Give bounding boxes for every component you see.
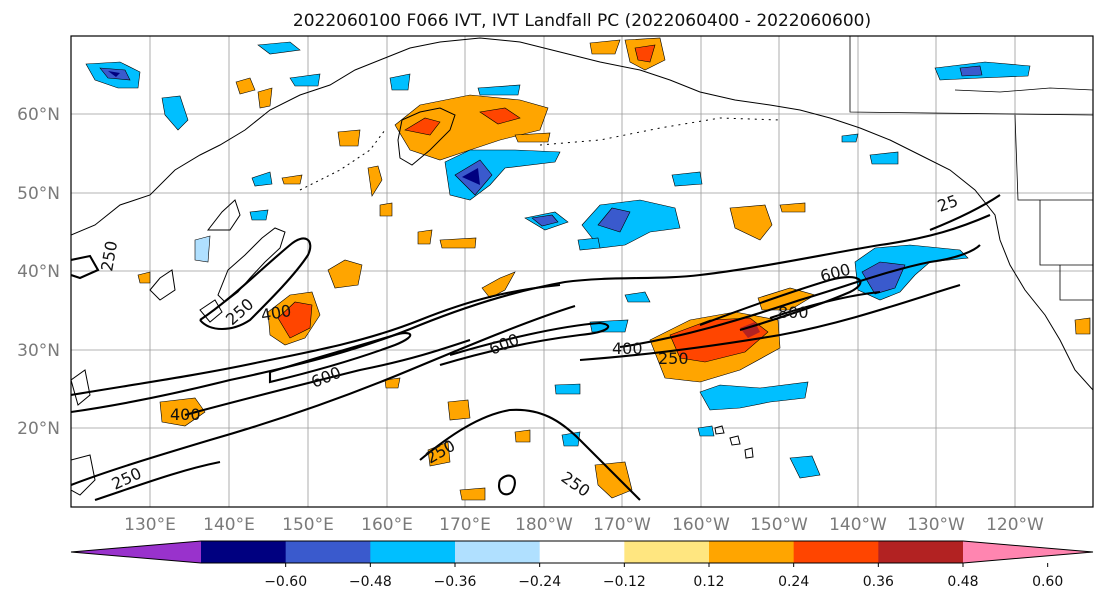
lon-label: 130°W [907,515,965,535]
colorbar-tick-label: −0.36 [434,574,477,590]
lon-label: 130°E [124,515,176,535]
pc-shading [85,37,1091,501]
lat-label: 60°N [17,105,60,125]
political-borders [849,36,1093,301]
latitude-labels: 60°N 50°N 40°N 30°N 20°N [17,105,60,439]
lon-label: 170°E [439,515,491,535]
colorbar-tick-label: −0.60 [264,574,307,590]
colorbar-segment [793,541,879,563]
map-frame [70,35,1094,508]
colorbar-extend-high [963,541,1093,563]
colorbar-segment [455,541,541,563]
map-title: 2022060100 F066 IVT, IVT Landfall PC (20… [293,11,871,31]
lon-label: 150°E [282,515,334,535]
lon-label: 120°W [986,515,1044,535]
colorbar-segment [709,541,795,563]
colorbar: −0.60 −0.48 −0.36 −0.24 −0.12 0.12 0.24 0.36 0.4… [70,540,1094,590]
contour-label: 400 [170,405,201,424]
lon-label: 140°W [829,515,887,535]
lon-label: 180°W [515,515,573,535]
lon-label: 150°W [750,515,808,535]
colorbar-tick-label: −0.48 [349,574,392,590]
colorbar-outline [70,540,1094,564]
colorbar-segment [285,541,371,563]
map-content: 250 250 400 400 600 600 400 250 250 250 … [71,36,1093,507]
colorbar-tick-label: 0.48 [947,574,978,590]
lat-label: 40°N [17,262,60,282]
map-panel [71,36,1093,507]
colorbar-tick-label: 0.24 [778,574,809,590]
colorbar-segment [201,541,287,563]
colorbar-segment [370,541,456,563]
contour-label: 250 [658,349,689,368]
lat-label: 30°N [17,341,60,361]
lon-label: 170°W [593,515,651,535]
colorbar-tick-label: −0.24 [518,574,561,590]
colorbar-segment [878,541,964,563]
colorbar-segment [624,541,710,563]
colorbar-extend-low [71,541,201,563]
colorbar-tick-label: 0.36 [863,574,894,590]
colorbar-tick-label: −0.12 [603,574,646,590]
ivt-contours [71,194,1001,501]
colorbar-tick-label: 0.12 [693,574,724,590]
lat-label: 50°N [17,184,60,204]
lat-label: 20°N [17,419,60,439]
colorbar-segment [539,541,625,563]
lon-label: 140°E [203,515,255,535]
lon-label: 160°E [361,515,413,535]
longitude-labels: 130°E 140°E 150°E 160°E 170°E 180°W 170°… [124,515,1044,535]
colorbar-tick-label: 0.60 [1032,574,1063,590]
contour-label: 800 [778,303,809,322]
lon-label: 160°W [672,515,730,535]
contour-label: 400 [612,339,643,358]
